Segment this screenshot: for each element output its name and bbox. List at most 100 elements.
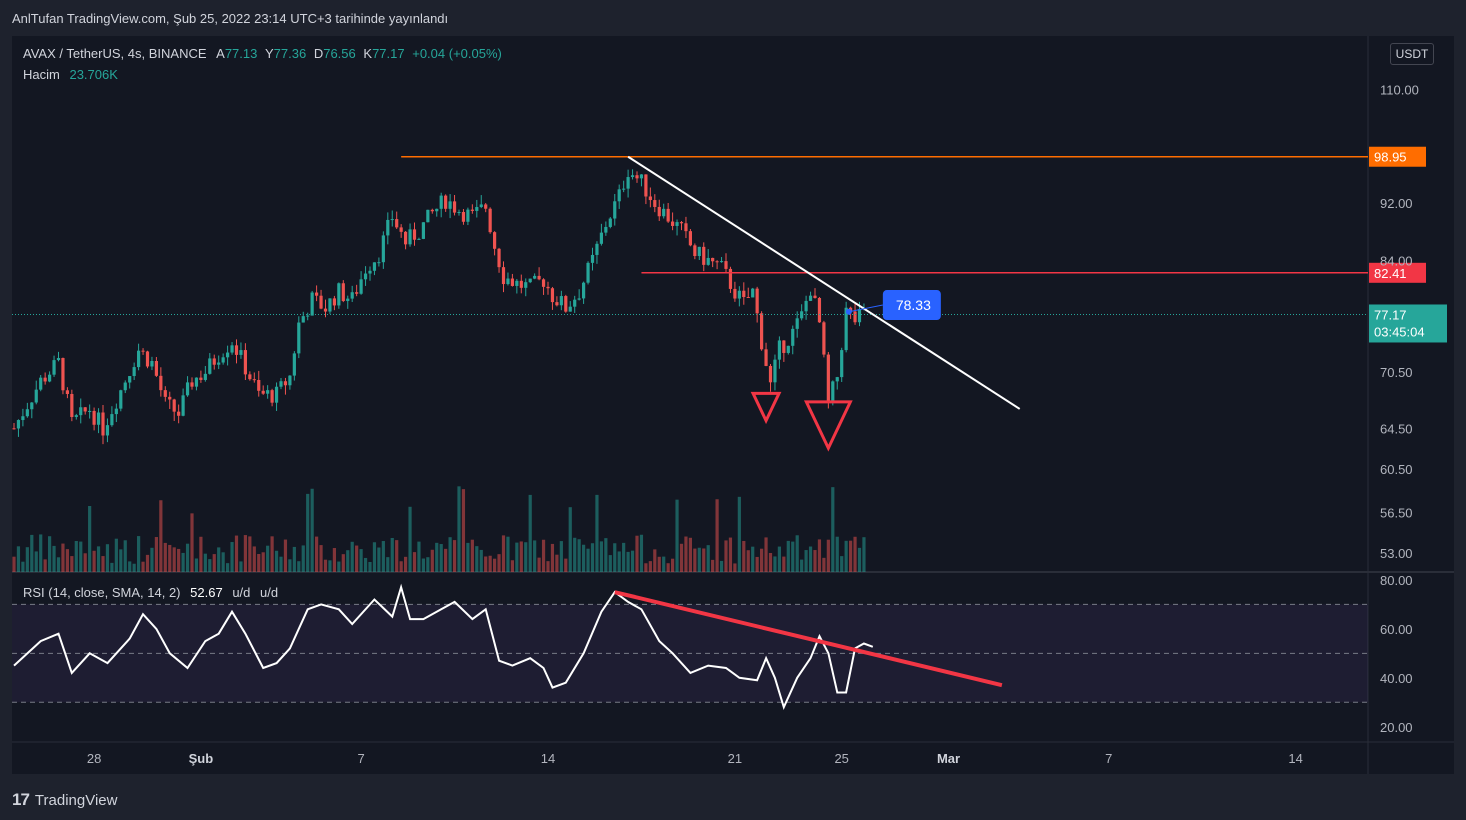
candle-body bbox=[408, 229, 412, 245]
candle-body bbox=[835, 377, 839, 382]
candle-body bbox=[444, 195, 448, 209]
candle-body bbox=[541, 279, 546, 287]
volume-bar bbox=[840, 556, 844, 572]
volume-bar bbox=[185, 543, 190, 572]
candle-body bbox=[12, 428, 16, 430]
volume-bar bbox=[88, 505, 92, 572]
chart-frame[interactable] bbox=[12, 36, 1454, 774]
last-price-tag bbox=[1369, 304, 1447, 343]
candle-body bbox=[786, 345, 790, 353]
symbol-name[interactable]: AVAX / TetherUS, 4s, BINANCE bbox=[23, 46, 207, 61]
volume-bar bbox=[648, 561, 652, 572]
candle-body bbox=[559, 296, 563, 306]
candle-body bbox=[550, 288, 555, 303]
rsi-legend: RSI (14, close, SMA, 14, 2) 52.67 u/d u/… bbox=[23, 585, 278, 600]
volume-bar bbox=[764, 537, 768, 572]
rsi-trendline[interactable] bbox=[614, 590, 1003, 688]
volume-bar bbox=[768, 552, 773, 572]
candle-body bbox=[510, 278, 514, 286]
candle-body bbox=[564, 296, 568, 312]
candle-body bbox=[426, 209, 430, 223]
candle-body bbox=[221, 357, 225, 363]
annotation-anchor[interactable] bbox=[845, 308, 852, 315]
candle-body bbox=[760, 313, 764, 350]
volume-bar bbox=[399, 561, 403, 572]
candle-body bbox=[381, 235, 385, 263]
volume-bar bbox=[822, 557, 826, 572]
volume-bar bbox=[622, 542, 626, 572]
volume-bar bbox=[831, 487, 835, 572]
volume-bar bbox=[528, 494, 532, 572]
volume-bar bbox=[475, 546, 479, 572]
candle-body bbox=[368, 270, 372, 274]
candle-body bbox=[751, 288, 755, 298]
volume-bar bbox=[226, 563, 230, 572]
volume-bar bbox=[172, 547, 176, 572]
volume-bar bbox=[412, 552, 417, 572]
candle-body bbox=[212, 358, 216, 365]
candle-body bbox=[586, 262, 590, 283]
candle-body bbox=[653, 200, 657, 207]
candle-body bbox=[577, 298, 581, 300]
candle-body bbox=[150, 361, 154, 367]
volume-bar bbox=[79, 541, 83, 572]
rsi-label[interactable]: RSI (14, close, SMA, 14, 2) bbox=[23, 585, 181, 600]
down-triangle-marker[interactable] bbox=[750, 391, 782, 425]
candle-body bbox=[328, 298, 332, 312]
currency-button[interactable]: USDT bbox=[1390, 43, 1434, 65]
annotation-bubble[interactable] bbox=[882, 290, 941, 321]
volume-bar bbox=[693, 548, 697, 572]
volume-bar bbox=[724, 540, 728, 572]
volume-bar bbox=[306, 493, 310, 572]
down-triangle-marker[interactable] bbox=[803, 400, 853, 452]
volume-bar bbox=[857, 547, 862, 572]
candle-body bbox=[279, 381, 283, 387]
publish-bar: AnlTufan TradingView.com, Şub 25, 2022 2… bbox=[0, 0, 1466, 36]
volume-bar bbox=[279, 556, 283, 572]
volume-bar bbox=[381, 541, 385, 572]
volume-bar bbox=[199, 536, 203, 572]
candle-body bbox=[537, 275, 541, 280]
volume-bar bbox=[119, 549, 123, 572]
volume-bar bbox=[12, 556, 16, 572]
volume-bar bbox=[315, 536, 319, 572]
tradingview-logo[interactable]: 17 TradingView bbox=[12, 790, 117, 810]
volume-bar bbox=[773, 556, 777, 572]
volume-bar bbox=[550, 543, 555, 572]
candle-body bbox=[582, 282, 586, 299]
candle-body bbox=[590, 254, 595, 263]
candle-body bbox=[742, 290, 746, 298]
volume-bar bbox=[243, 535, 247, 572]
time-tick-label: 7 bbox=[1105, 751, 1112, 766]
candle-body bbox=[697, 246, 701, 257]
symbol-legend: AVAX / TetherUS, 4s, BINANCE A77.13 Y77.… bbox=[23, 46, 502, 61]
candle-body bbox=[350, 292, 354, 299]
candle-body bbox=[604, 226, 608, 233]
volume-bar bbox=[123, 540, 127, 572]
candle-body bbox=[110, 414, 114, 426]
level-price-tag bbox=[1369, 146, 1426, 167]
time-tick-label: Mar bbox=[937, 751, 960, 766]
volume-bar bbox=[582, 544, 586, 572]
volume-bar bbox=[417, 541, 421, 572]
price-tick-label: 110.00 bbox=[1380, 83, 1419, 98]
candle-body bbox=[461, 212, 466, 222]
trendline[interactable] bbox=[627, 155, 1021, 410]
volume-label[interactable]: Hacim bbox=[23, 67, 60, 82]
volume-bar bbox=[363, 557, 368, 572]
volume-bar bbox=[688, 537, 692, 572]
volume-bar bbox=[368, 561, 372, 572]
candle-body bbox=[755, 288, 759, 314]
candle-body bbox=[435, 208, 439, 212]
candle-body bbox=[39, 377, 43, 390]
volume-bar bbox=[679, 543, 684, 572]
candle-body bbox=[61, 358, 65, 391]
candle-body bbox=[390, 219, 394, 221]
volume-bar bbox=[466, 542, 470, 572]
volume-bar bbox=[817, 539, 822, 572]
volume-bar bbox=[114, 538, 118, 572]
volume-bar bbox=[675, 499, 679, 572]
candle-body bbox=[452, 201, 457, 213]
candle-body bbox=[288, 375, 292, 386]
